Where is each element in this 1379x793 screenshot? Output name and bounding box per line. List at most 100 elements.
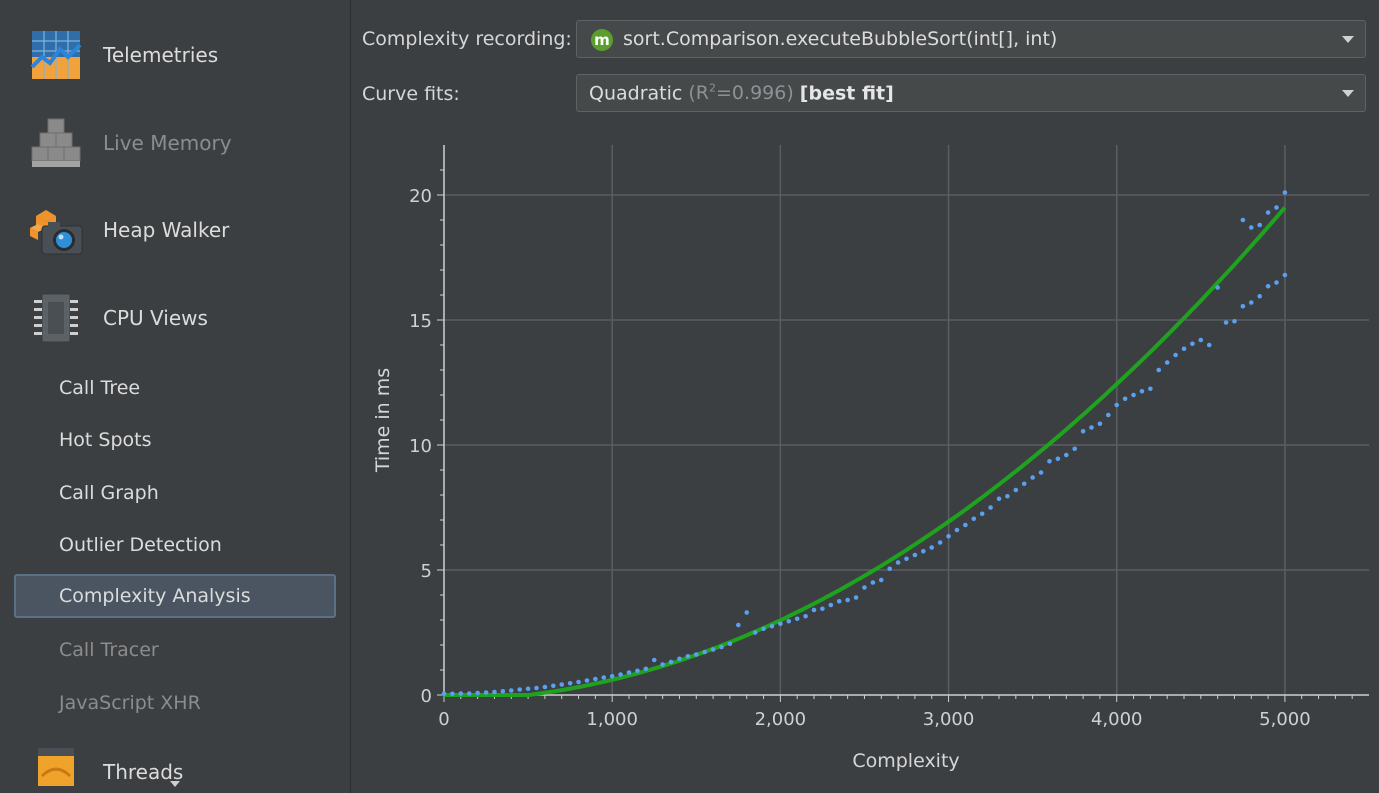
data-point	[996, 496, 1002, 502]
data-point	[534, 685, 539, 691]
data-point	[1248, 300, 1254, 305]
data-point	[1215, 285, 1220, 290]
sidebar-item-telemetries[interactable]: Telemetries	[0, 15, 350, 95]
data-point	[988, 505, 993, 510]
sidebar-item-call-graph[interactable]: Call Graph	[14, 471, 336, 515]
sidebar-item-complexity-analysis[interactable]: Complexity Analysis	[14, 574, 336, 618]
x-tick-label: 0	[438, 709, 449, 730]
data-point	[946, 533, 951, 539]
x-tick-label: 5,000	[1259, 709, 1311, 730]
data-point	[921, 548, 926, 554]
sidebar-item-hot-spots[interactable]: Hot Spots	[14, 418, 336, 462]
data-point	[1232, 318, 1237, 324]
x-tick-label: 2,000	[755, 709, 807, 730]
data-point	[963, 522, 968, 528]
data-point	[618, 672, 623, 677]
data-point	[769, 623, 775, 629]
data-point	[954, 527, 960, 533]
data-point	[1181, 346, 1187, 352]
sidebar-item-label: CPU Views	[103, 306, 208, 330]
data-point	[508, 688, 514, 693]
data-point	[668, 659, 674, 665]
data-point	[979, 511, 985, 517]
main-panel: Complexity recording: m sort.Comparison.…	[351, 0, 1379, 793]
data-point	[836, 598, 842, 604]
curve-name: Quadratic	[589, 82, 683, 105]
data-point	[736, 622, 741, 628]
data-point	[542, 684, 548, 690]
data-point	[727, 641, 733, 647]
fit-curve-line	[444, 206, 1287, 697]
data-point	[1038, 470, 1044, 475]
data-point	[744, 610, 750, 615]
y-tick-label: 10	[409, 436, 432, 457]
data-point	[828, 602, 834, 608]
complexity-chart: 0 1,000 2,000 3,000 4,000 5,000 0 5 10 15 20 Comple…	[372, 145, 1369, 772]
data-point	[525, 686, 531, 692]
y-tick-label: 20	[409, 186, 432, 207]
data-point	[693, 652, 699, 657]
sidebar-item-label: Call Tree	[59, 377, 141, 399]
data-point	[1156, 367, 1162, 373]
data-point	[1257, 293, 1262, 299]
data-point	[752, 630, 758, 635]
data-point	[576, 679, 581, 685]
data-point	[1257, 222, 1262, 228]
data-point	[1173, 352, 1178, 358]
data-point	[878, 577, 884, 583]
data-point	[778, 621, 783, 627]
data-point	[803, 613, 808, 619]
telemetries-chart-icon	[30, 31, 82, 79]
data-point	[904, 556, 909, 562]
sidebar-item-heap-walker[interactable]: Heap Walker	[0, 190, 350, 270]
data-point	[1223, 320, 1229, 325]
data-point	[584, 678, 590, 683]
data-point	[1240, 217, 1246, 223]
sidebar-item-cpu-views[interactable]: CPU Views	[0, 278, 350, 358]
data-point	[912, 552, 918, 558]
data-point	[1206, 342, 1212, 348]
data-point	[811, 607, 817, 613]
data-point	[1265, 283, 1271, 289]
data-point	[937, 540, 943, 545]
data-point	[1005, 493, 1010, 499]
data-point	[710, 647, 716, 652]
data-point	[567, 680, 573, 686]
sidebar-item-threads[interactable]: Threads	[0, 738, 350, 793]
sidebar-item-live-memory[interactable]: Live Memory	[0, 103, 350, 183]
curve-fits-value: Quadratic (R2=0.996) [best fit]	[589, 82, 894, 104]
data-point	[551, 683, 556, 689]
sidebar-item-label: JavaScript XHR	[59, 692, 201, 714]
data-point	[1248, 225, 1254, 230]
sidebar-item-label: Heap Walker	[103, 218, 230, 242]
curve-fits-select[interactable]: Quadratic (R2=0.996) [best fit]	[576, 74, 1366, 112]
sidebar-item-label: Threads	[103, 760, 184, 784]
sidebar-item-call-tracer[interactable]: Call Tracer	[14, 628, 336, 672]
sidebar-item-outlier-detection[interactable]: Outlier Detection	[14, 523, 336, 567]
x-axis-label: Complexity	[852, 750, 959, 772]
data-point	[677, 656, 682, 662]
heap-walker-camera-icon	[30, 210, 83, 255]
sidebar-item-label: Telemetries	[103, 43, 219, 67]
sidebar-item-call-tree[interactable]: Call Tree	[14, 366, 336, 410]
sidebar-item-label: Complexity Analysis	[59, 585, 251, 607]
data-point	[1097, 421, 1103, 427]
complexity-recording-select[interactable]: m sort.Comparison.executeBubbleSort(int[…	[576, 20, 1366, 58]
data-point	[685, 653, 691, 659]
data-point	[929, 545, 935, 550]
data-point	[862, 585, 867, 590]
data-point	[719, 644, 724, 650]
scroll-down-arrow-icon[interactable]	[168, 778, 182, 790]
data-point	[492, 689, 497, 695]
threads-icon	[38, 748, 74, 786]
x-tick-label: 1,000	[586, 709, 638, 730]
data-point	[458, 691, 464, 696]
data-point	[651, 657, 657, 663]
sidebar-item-javascript-xhr[interactable]: JavaScript XHR	[14, 681, 336, 725]
data-point	[1282, 272, 1288, 278]
data-point	[1080, 428, 1086, 434]
data-point	[887, 566, 892, 572]
data-point	[517, 687, 522, 692]
data-point	[1131, 392, 1136, 398]
data-point	[1063, 452, 1069, 458]
